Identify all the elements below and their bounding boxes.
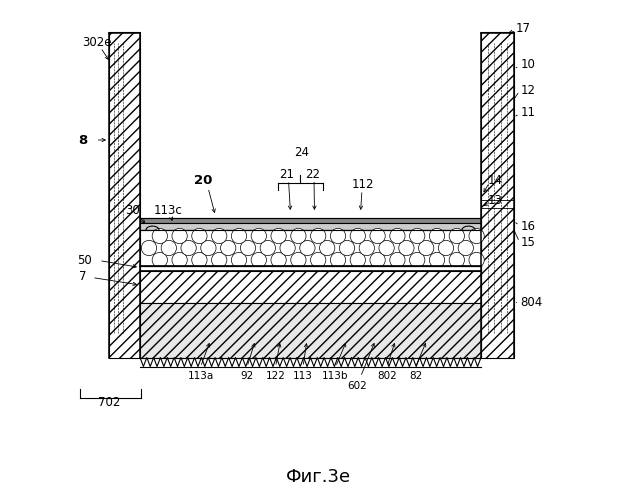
Text: 21: 21	[279, 168, 294, 181]
Circle shape	[449, 252, 464, 268]
Circle shape	[251, 228, 266, 244]
Circle shape	[458, 240, 473, 256]
Text: 30: 30	[126, 204, 141, 218]
Circle shape	[429, 228, 445, 244]
Circle shape	[141, 240, 156, 256]
Circle shape	[350, 252, 366, 268]
Circle shape	[152, 252, 167, 268]
Circle shape	[280, 240, 295, 256]
Circle shape	[340, 240, 355, 256]
Text: 12: 12	[520, 84, 536, 96]
Circle shape	[410, 252, 425, 268]
Text: 22: 22	[305, 168, 321, 181]
Text: 602: 602	[347, 381, 367, 391]
Text: 7: 7	[80, 270, 87, 283]
Bar	[481, 32, 513, 357]
Bar	[109, 32, 140, 357]
Circle shape	[291, 252, 306, 268]
Circle shape	[212, 252, 227, 268]
Circle shape	[181, 240, 197, 256]
Circle shape	[418, 240, 434, 256]
Circle shape	[379, 240, 394, 256]
Text: 16: 16	[520, 220, 536, 232]
Text: 113a: 113a	[188, 371, 214, 381]
Circle shape	[449, 228, 464, 244]
Text: 8: 8	[78, 134, 88, 146]
Circle shape	[271, 252, 286, 268]
Bar	[140, 222, 481, 230]
Bar	[140, 230, 481, 266]
Circle shape	[410, 228, 425, 244]
Circle shape	[251, 252, 266, 268]
Circle shape	[359, 240, 375, 256]
Circle shape	[310, 252, 326, 268]
Circle shape	[172, 228, 187, 244]
Circle shape	[300, 240, 315, 256]
Circle shape	[469, 252, 484, 268]
Circle shape	[172, 252, 187, 268]
Text: 14: 14	[488, 174, 503, 186]
Circle shape	[161, 240, 176, 256]
Text: 804: 804	[520, 296, 543, 309]
Circle shape	[370, 252, 385, 268]
Text: 302e: 302e	[82, 36, 111, 49]
Circle shape	[350, 228, 366, 244]
Bar	[140, 218, 481, 222]
Circle shape	[191, 252, 207, 268]
Circle shape	[271, 228, 286, 244]
Text: 17: 17	[516, 22, 530, 36]
Text: 82: 82	[409, 371, 422, 381]
Bar	[140, 302, 481, 358]
Text: 24: 24	[294, 146, 310, 159]
Bar	[140, 266, 481, 271]
Text: 20: 20	[194, 174, 212, 188]
Circle shape	[319, 240, 335, 256]
Bar	[140, 271, 481, 302]
Circle shape	[191, 228, 207, 244]
Text: Фиг.3e: Фиг.3e	[286, 468, 350, 486]
Text: 15: 15	[520, 236, 536, 249]
Circle shape	[438, 240, 453, 256]
Circle shape	[260, 240, 275, 256]
Circle shape	[330, 252, 345, 268]
Text: 113b: 113b	[322, 371, 349, 381]
Circle shape	[201, 240, 216, 256]
Text: 122: 122	[266, 371, 286, 381]
Circle shape	[212, 228, 227, 244]
Circle shape	[240, 240, 256, 256]
Circle shape	[152, 228, 167, 244]
Text: 702: 702	[99, 396, 121, 409]
Text: 113: 113	[293, 371, 313, 381]
Circle shape	[310, 228, 326, 244]
Text: 11: 11	[520, 106, 536, 119]
Circle shape	[469, 228, 484, 244]
Circle shape	[221, 240, 236, 256]
Text: 112: 112	[352, 178, 374, 192]
Text: 802: 802	[377, 371, 397, 381]
Text: 113c: 113c	[154, 204, 183, 218]
Circle shape	[232, 228, 247, 244]
Text: 10: 10	[520, 58, 536, 71]
Text: 50: 50	[77, 254, 92, 266]
Circle shape	[291, 228, 306, 244]
Text: 92: 92	[240, 371, 254, 381]
Circle shape	[370, 228, 385, 244]
Circle shape	[232, 252, 247, 268]
Text: 13: 13	[488, 194, 503, 206]
Circle shape	[330, 228, 345, 244]
Circle shape	[390, 252, 405, 268]
Circle shape	[390, 228, 405, 244]
Circle shape	[429, 252, 445, 268]
Circle shape	[399, 240, 414, 256]
